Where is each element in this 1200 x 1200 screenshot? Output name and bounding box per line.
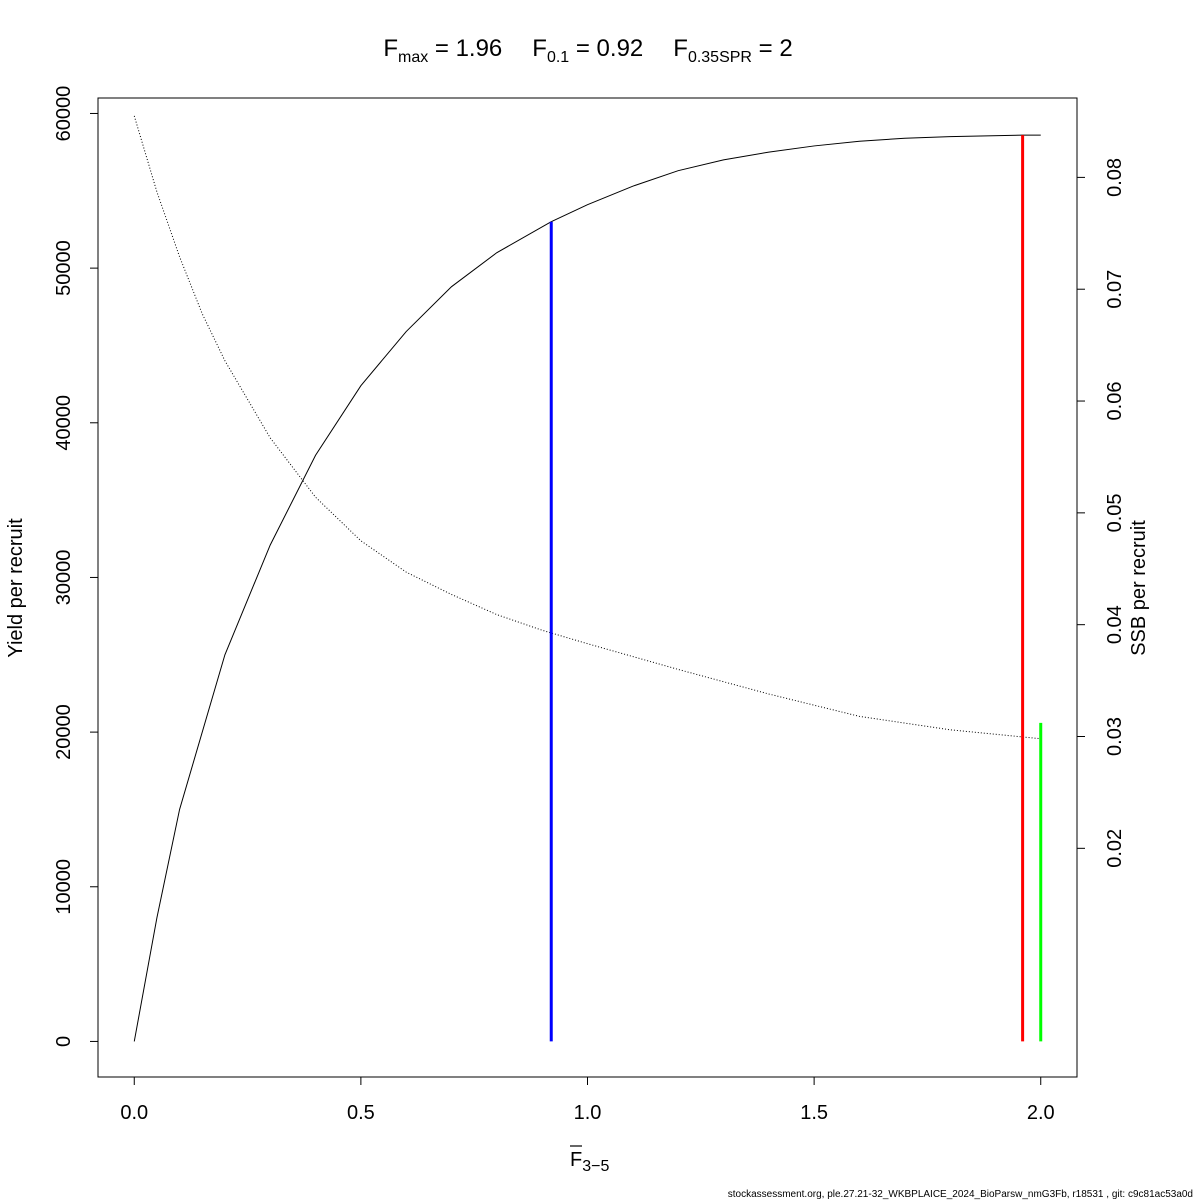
y-left-tick-label: 30000 — [53, 550, 75, 606]
ssb-per-recruit-line — [133, 115, 1041, 740]
y-left-tick-label: 0 — [53, 1036, 75, 1047]
y-left-tick-label: 10000 — [53, 859, 75, 915]
series-layer — [133, 115, 1041, 1042]
x-tick-label: 2.0 — [1027, 1102, 1055, 1124]
x-axis-title-subscript: 3−5 — [582, 1158, 609, 1175]
y-right-tick-label: 0.04 — [1104, 605, 1126, 644]
title-term-symbol: F — [383, 35, 398, 62]
title-term-value: = 2 — [752, 35, 793, 62]
title-term-subscript: max — [398, 49, 428, 66]
chart-title: Fmax = 1.96 F0.1 = 0.92 F0.35SPR = 2 — [383, 35, 792, 66]
title-term-value: = 0.92 — [569, 35, 643, 62]
title-term-subscript: 0.35SPR — [688, 49, 752, 66]
y-axis-left-title: Yield per recruit — [5, 518, 27, 658]
x-axis-title-symbol: F — [570, 1149, 582, 1171]
y-right-tick-label: 0.08 — [1104, 158, 1126, 197]
y-axis-right-title: SSB per recruit — [1128, 520, 1150, 656]
plot-frame — [97, 97, 1078, 1078]
y-right-tick-label: 0.06 — [1104, 382, 1126, 421]
y-axis-left: 0 10000 20000 30000 40000 50000 60000 — [53, 86, 99, 1047]
x-tick-label: 1.5 — [800, 1102, 828, 1124]
x-tick-label: 0.0 — [120, 1102, 148, 1124]
title-term-symbol: F — [532, 35, 547, 62]
x-axis-title-text: F3−5 — [570, 1149, 609, 1175]
title-term-subscript: 0.1 — [547, 49, 569, 66]
y-right-tick-label: 0.07 — [1104, 270, 1126, 309]
x-axis-title: F3−5 — [570, 1145, 609, 1175]
chart-title-text: Fmax = 1.96 F0.1 = 0.92 F0.35SPR = 2 — [383, 35, 792, 66]
y-axis-right: 0.02 0.03 0.04 0.05 0.06 0.07 0.08 — [1076, 158, 1126, 868]
title-term-value: = 1.96 — [428, 35, 502, 62]
y-right-tick-label: 0.02 — [1104, 829, 1126, 868]
y-right-tick-label: 0.05 — [1104, 493, 1126, 532]
title-term-symbol: F — [673, 35, 688, 62]
x-tick-label: 1.0 — [574, 1102, 602, 1124]
x-axis: 0.0 0.5 1.0 1.5 2.0 — [120, 1076, 1055, 1124]
y-left-tick-label: 60000 — [53, 86, 75, 142]
yield-per-recruit-line — [133, 134, 1041, 1042]
y-right-tick-label: 0.03 — [1104, 717, 1126, 756]
x-tick-label: 0.5 — [347, 1102, 375, 1124]
footer-note: stockassessment.org, ple.27.21-32_WKBPLA… — [728, 1189, 1193, 1200]
y-left-tick-label: 20000 — [53, 704, 75, 760]
y-left-tick-label: 40000 — [53, 395, 75, 451]
reference-lines — [549, 135, 1043, 1042]
y-left-tick-label: 50000 — [53, 240, 75, 296]
